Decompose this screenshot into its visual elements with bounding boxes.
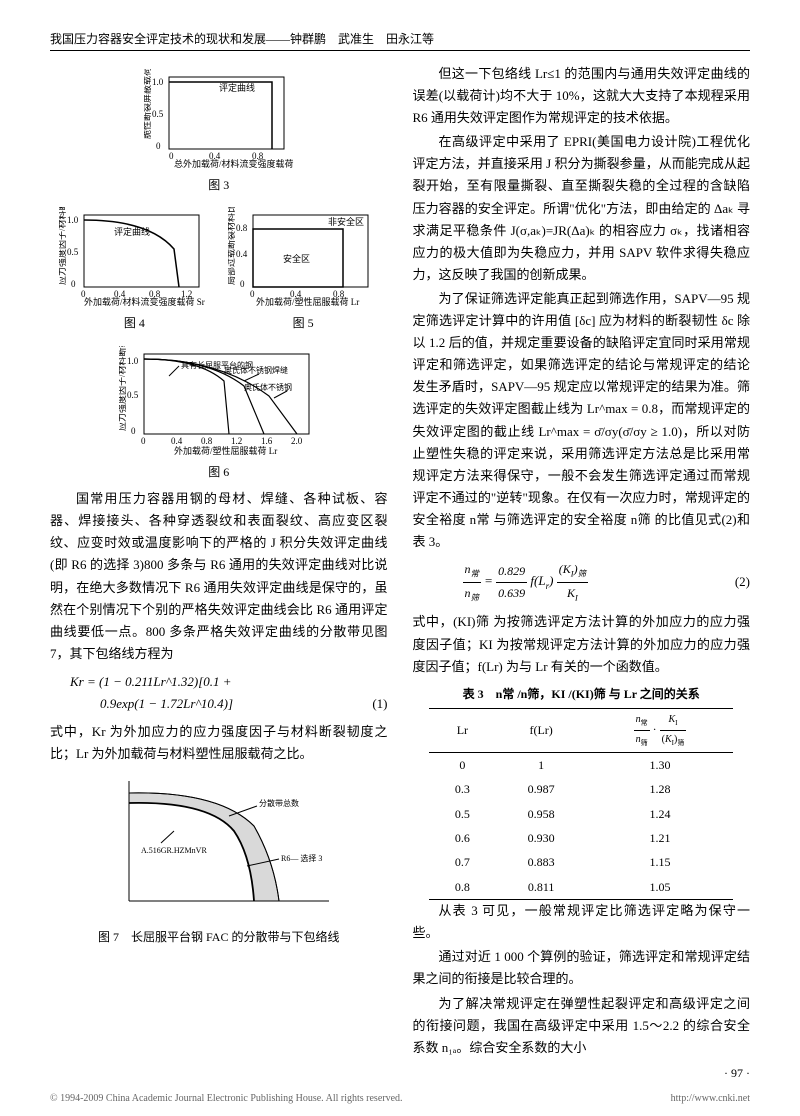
table-row: 011.30: [429, 752, 733, 777]
svg-text:0: 0: [156, 141, 161, 151]
svg-text:0: 0: [71, 279, 76, 289]
table-3: Lr f(Lr) n常n筛 · KI(KI)筛 011.30 0.30.9871…: [429, 708, 733, 900]
figure-5: 安全区 非安全区 0 0.4 0.8 0 0.4 0.8 外加载荷/塑性屈服载荷…: [228, 201, 378, 339]
svg-text:0.8: 0.8: [201, 436, 213, 446]
fig3-caption: 图 3: [50, 175, 388, 195]
two-column-layout: 评定曲线 0 0.4 0.8 0 0.5 1.0 总外加载荷/材料流变强度载荷 …: [50, 63, 750, 1083]
table-header-row: Lr f(Lr) n常n筛 · KI(KI)筛: [429, 709, 733, 753]
right-p3: 为了保证筛选评定能真正起到筛选作用，SAPV—95 规定筛选评定计算中的许用值 …: [413, 288, 751, 553]
svg-text:1.0: 1.0: [67, 215, 79, 225]
right-p7: 为了解决常规评定在弹塑性起裂评定和高级评定之间的衔接问题，我国在高级评定中采用 …: [413, 993, 751, 1059]
page-footer: © 1994-2009 China Academic Journal Elect…: [50, 1093, 750, 1104]
fig3-chart: 评定曲线 0 0.4 0.8 0 0.5 1.0 总外加载荷/材料流变强度载荷 …: [144, 69, 294, 169]
fig5-safe-label: 安全区: [283, 253, 310, 264]
svg-text:脆性断裂屏蔽载荷系数: 脆性断裂屏蔽载荷系数: [144, 69, 152, 139]
left-column: 评定曲线 0 0.4 0.8 0 0.5 1.0 总外加载荷/材料流变强度载荷 …: [50, 63, 388, 1083]
left-p1: 国常用压力容器用钢的母材、焊缝、各种试板、容器、焊接接头、各种穿透裂纹和表面裂纹…: [50, 488, 388, 665]
formula-2: n常n筛 = 0.8290.639 f(Lr) (KI)筛KI (2): [413, 559, 751, 605]
svg-text:0.5: 0.5: [67, 247, 79, 257]
figure-4: 评定曲线 0 0.4 0.8 1.2 0 0.5 1.0 外加载荷/材料流变强度…: [59, 201, 209, 339]
right-p6: 通过对近 1 000 个算例的验证，筛选评定和常规评定结果之间的衔接是比较合理的…: [413, 946, 751, 990]
fig5-chart: 安全区 非安全区 0 0.4 0.8 0 0.4 0.8 外加载荷/塑性屈服载荷…: [228, 207, 378, 307]
right-p1: 但这一下包络线 Lr≤1 的范围内与通用失效评定曲线的误差(以载荷计)均不大于 …: [413, 63, 751, 129]
svg-text:应力强度因子/材料断裂韧度 Kr: 应力强度因子/材料断裂韧度 Kr: [119, 346, 127, 431]
fig6-caption: 图 6: [50, 462, 388, 482]
table-row: 0.80.8111.05: [429, 875, 733, 900]
svg-text:0: 0: [250, 289, 255, 299]
right-p2: 在高级评定中采用了 EPRI(美国电力设计院)工程优化评定方法，并直接采用 J …: [413, 131, 751, 286]
fig4-caption: 图 4: [59, 313, 209, 333]
fig5-caption: 图 5: [228, 313, 378, 333]
table-row: 0.50.9581.24: [429, 802, 733, 826]
figure-3: 评定曲线 0 0.4 0.8 0 0.5 1.0 总外加载荷/材料流变强度载荷 …: [50, 69, 388, 195]
fig4-chart: 评定曲线 0 0.4 0.8 1.2 0 0.5 1.0 外加载荷/材料流变强度…: [59, 207, 209, 307]
fig5-unsafe-label: 非安全区: [328, 216, 364, 227]
svg-text:0.5: 0.5: [127, 390, 139, 400]
svg-text:局部过载断裂材料比 δ(= δr): 局部过载断裂材料比 δ(= δr): [228, 207, 236, 285]
svg-text:1.6: 1.6: [261, 436, 273, 446]
table3-body: 011.30 0.30.9871.28 0.50.9581.24 0.60.93…: [429, 752, 733, 899]
footer-copyright: © 1994-2009 China Academic Journal Elect…: [50, 1093, 403, 1104]
page-number: · 97 ·: [413, 1063, 751, 1083]
fig6-label2: 奥氏体不锈钢焊缝: [224, 365, 288, 375]
svg-text:0.4: 0.4: [171, 436, 183, 446]
fig3-curve-label: 评定曲线: [219, 82, 255, 93]
right-p4: 式中，(KI)筛 为按筛选评定方法计算的外加应力的应力强度因子值；KI 为按常规…: [413, 611, 751, 677]
table3-caption: 表 3 n常 /n筛，KI /(KI)筛 与 Lr 之间的关系: [413, 684, 751, 704]
table-row: 0.60.9301.21: [429, 826, 733, 850]
table-row: 0.30.9871.28: [429, 777, 733, 801]
footer-url: http://www.cnki.net: [671, 1093, 750, 1104]
svg-text:0: 0: [141, 436, 146, 446]
svg-text:2.0: 2.0: [291, 436, 303, 446]
fig4-curve-label: 评定曲线: [114, 226, 150, 237]
svg-text:0: 0: [240, 279, 245, 289]
svg-text:0.8: 0.8: [236, 223, 248, 233]
svg-text:1.0: 1.0: [127, 356, 139, 366]
svg-text:0.4: 0.4: [236, 249, 248, 259]
fig7-legend3: R6— 选择 3: [281, 853, 322, 863]
figure-6: 具有长屈服平台的钢 奥氏体不锈钢焊缝 奥氏体不锈钢 0 0.4 0.8 1.2 …: [50, 346, 388, 482]
fig7-legend2: 分散带总数: [259, 798, 299, 808]
table-row: 0.70.8831.15: [429, 850, 733, 874]
fig6-label3: 奥氏体不锈钢: [244, 382, 292, 392]
right-column: 但这一下包络线 Lr≤1 的范围内与通用失效评定曲线的误差(以载荷计)均不大于 …: [413, 63, 751, 1083]
fig7-legend1: A.516GR.HZMnVR: [141, 846, 207, 855]
figure-4-5-row: 评定曲线 0 0.4 0.8 1.2 0 0.5 1.0 外加载荷/材料流变强度…: [50, 201, 388, 339]
svg-text:总外加载荷/材料流变强度载荷 Sr: 总外加载荷/材料流变强度载荷 Sr: [174, 158, 294, 169]
figure-7: A.516GR.HZMnVR 分散带总数 R6— 选择 3 图 7 长屈服平台钢…: [50, 771, 388, 947]
svg-text:外加载荷/塑性屈服载荷 Lr: 外加载荷/塑性屈服载荷 Lr: [256, 296, 359, 307]
svg-text:外加载荷/塑性屈服载荷 Lr: 外加载荷/塑性屈服载荷 Lr: [174, 445, 277, 456]
svg-text:应力强度因子/材料断裂韧度 Kr: 应力强度因子/材料断裂韧度 Kr: [59, 207, 67, 285]
fig7-chart: A.516GR.HZMnVR 分散带总数 R6— 选择 3: [99, 771, 339, 921]
fig7-caption: 图 7 长屈服平台钢 FAC 的分散带与下包络线: [50, 927, 388, 947]
left-p2: 式中，Kr 为外加应力的应力强度因子与材料断裂韧度之比；Lr 为外加载荷与材料塑…: [50, 721, 388, 765]
svg-text:0.5: 0.5: [152, 109, 164, 119]
fig6-chart: 具有长屈服平台的钢 奥氏体不锈钢焊缝 奥氏体不锈钢 0 0.4 0.8 1.2 …: [119, 346, 319, 456]
formula-1: Kr = (1 − 0.211Lr^1.32)[0.1 + 0.9exp(1 −…: [50, 671, 388, 715]
svg-text:0: 0: [131, 426, 136, 436]
right-p5: 从表 3 可见，一般常规评定比筛选评定略为保守一些。: [413, 900, 751, 944]
svg-text:1.0: 1.0: [152, 77, 164, 87]
svg-text:1.2: 1.2: [231, 436, 242, 446]
svg-text:外加载荷/材料流变强度载荷 Sr: 外加载荷/材料流变强度载荷 Sr: [84, 296, 205, 307]
page-header: 我国压力容器安全评定技术的现状和发展——钟群鹏 武准生 田永江等: [50, 30, 750, 51]
